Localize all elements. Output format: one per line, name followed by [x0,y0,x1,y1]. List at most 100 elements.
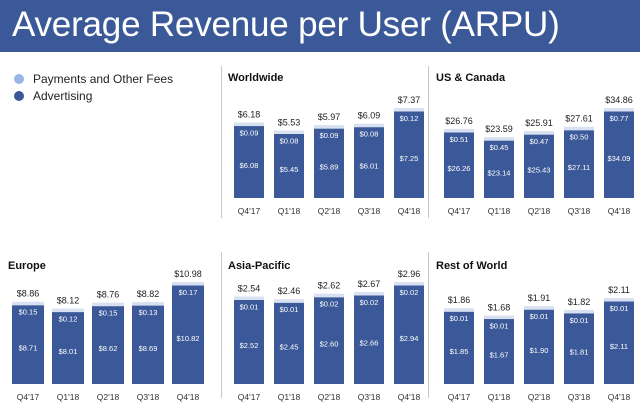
bar-payments [274,130,304,134]
total-label: $26.76 [445,116,473,126]
bar-advertising [314,297,344,384]
advertising-label: $5.45 [280,165,299,174]
payments-label: $0.02 [320,300,339,309]
chart-rest-of-world: Rest of World $1.86 $0.01 $1.85 Q4'17 $1.68 $0… [436,260,634,402]
bar-advertising [314,128,344,198]
total-label: $5.97 [318,112,341,122]
total-label: $2.11 [608,285,630,295]
bar-advertising [354,127,384,198]
legend: Payments and Other Fees Advertising [14,70,173,104]
advertising-label: $26.26 [448,164,471,173]
tick-label: Q4'17 [17,392,40,402]
bar-advertising [524,309,554,384]
total-label: $2.67 [358,279,381,289]
payments-label: $0.50 [570,133,589,142]
chart-europe: Europe $8.86 $0.15 $8.71 Q4'17 $8.12 $0.12 $8.0… [8,260,204,402]
bar-payments [172,282,204,286]
tick-label: Q3'18 [568,392,591,402]
payments-label: $0.01 [450,314,469,323]
total-label: $1.82 [568,297,591,307]
chart-title: Europe [8,260,46,272]
bar-advertising [604,111,634,198]
payments-label: $0.01 [490,322,509,331]
tick-label: Q3'18 [358,206,381,216]
advertising-label: $5.89 [320,162,339,171]
bar-payments [564,309,594,314]
bar-advertising [234,299,264,384]
bar-payments [12,301,44,306]
legend-label-advertising: Advertising [33,88,93,103]
payments-label: $0.51 [450,135,469,144]
tick-label: Q4'17 [238,206,261,216]
advertising-label: $2.66 [360,339,379,348]
legend-swatch-payments [14,73,24,84]
tick-label: Q2'18 [528,206,551,216]
bar-advertising [52,312,84,384]
bar-payments [52,308,84,313]
advertising-label: $8.62 [99,344,118,353]
legend-item-payments: Payments and Other Fees [14,70,173,87]
payments-label: $0.15 [99,309,118,318]
bar-payments [484,137,514,141]
payments-label: $0.45 [490,143,509,152]
bar-advertising [564,313,594,384]
tick-label: Q3'18 [358,392,381,402]
tick-label: Q4'18 [177,392,200,402]
payments-label: $0.01 [240,302,259,311]
payments-label: $0.12 [59,315,78,324]
bar-advertising [274,133,304,198]
total-label: $2.96 [398,269,421,279]
total-label: $8.76 [97,290,120,300]
bar-advertising [604,301,634,384]
tick-label: Q4'17 [448,392,471,402]
panel-divider [221,252,222,398]
legend-label-payments: Payments and Other Fees [33,71,174,86]
bar-advertising [394,285,424,384]
total-label: $7.37 [398,95,421,105]
total-label: $1.86 [448,295,471,305]
payments-label: $0.13 [139,308,158,317]
chart-title: US & Canada [436,72,506,84]
total-label: $23.59 [485,124,513,134]
bar-advertising [394,111,424,198]
bar-advertising [484,140,514,198]
total-label: $6.18 [238,110,261,120]
bar-advertising [444,132,474,198]
total-label: $1.68 [488,303,511,313]
payments-label: $0.15 [19,308,38,317]
bar-payments [234,296,264,300]
bar-advertising [524,134,554,198]
bar-payments [604,298,634,302]
total-label: $6.09 [358,111,381,121]
bar-payments [394,282,424,286]
bar-advertising [132,305,164,384]
total-label: $1.91 [528,293,551,303]
total-label: $8.86 [17,289,40,299]
bar-payments [354,291,384,296]
bar-advertising [12,305,44,384]
advertising-label: $34.09 [608,154,631,163]
bar-payments [274,299,304,303]
legend-item-advertising: Advertising [14,87,173,104]
payments-label: $0.01 [280,305,299,314]
bar-payments [524,131,554,135]
bar-payments [604,108,634,112]
payments-label: $0.01 [530,312,549,321]
bar-advertising [172,285,204,384]
advertising-label: $2.52 [240,341,259,350]
advertising-label: $8.69 [139,344,158,353]
legend-swatch-advertising [14,90,24,101]
advertising-label: $2.11 [610,342,628,351]
advertising-label: $25.43 [528,165,551,174]
payments-label: $0.12 [400,114,419,123]
payments-label: $0.08 [280,136,299,145]
tick-label: Q4'17 [448,206,471,216]
advertising-label: $6.08 [240,161,259,170]
tick-label: Q2'18 [528,392,551,402]
bar-payments [314,125,344,129]
bar-payments [354,123,384,128]
payments-label: $0.08 [360,130,379,139]
bar-payments [524,306,554,310]
total-label: $5.53 [278,117,301,127]
bar-advertising [92,306,124,384]
